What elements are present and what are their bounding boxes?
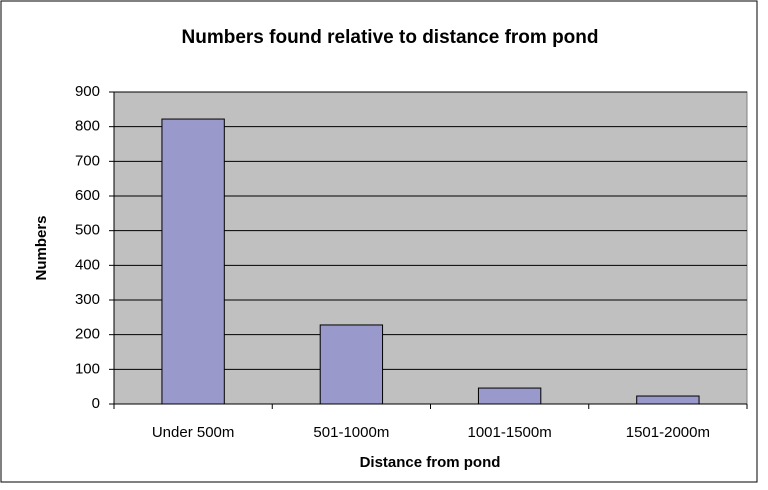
x-tick-label: 1001-1500m (468, 424, 552, 441)
x-axis-title: Distance from pond (360, 454, 501, 471)
bar (319, 324, 384, 405)
bar (161, 118, 225, 405)
chart-title: Numbers found relative to distance from … (182, 27, 599, 48)
x-tick-label: 501-1000m (313, 424, 389, 441)
x-tick-label: Under 500m (152, 424, 235, 441)
y-tick-label: 600 (75, 187, 100, 204)
x-tick-label: 1501-2000m (626, 424, 710, 441)
y-tick-label: 900 (75, 83, 100, 100)
y-tick-label: 200 (75, 326, 100, 343)
bar (636, 395, 700, 405)
y-tick-label: 400 (75, 256, 100, 273)
y-tick-label: 100 (75, 360, 100, 377)
y-tick-label: 800 (75, 118, 100, 135)
y-tick-label: 0 (92, 395, 100, 412)
y-tick-label: 500 (75, 222, 100, 239)
y-tick-label: 700 (75, 152, 100, 169)
bar (477, 387, 542, 405)
y-tick-label: 300 (75, 291, 100, 308)
y-axis-title: Numbers (33, 215, 50, 280)
